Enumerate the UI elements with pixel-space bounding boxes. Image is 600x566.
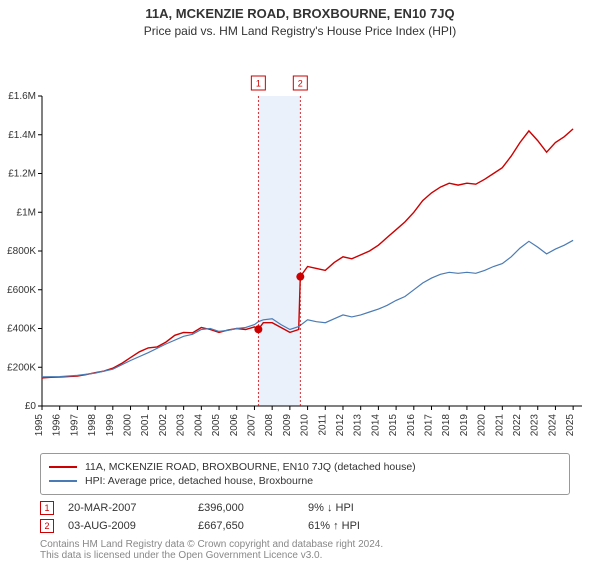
svg-text:2000: 2000 (123, 414, 134, 437)
svg-text:2001: 2001 (140, 414, 151, 437)
svg-text:2016: 2016 (406, 414, 417, 437)
svg-text:2: 2 (298, 79, 303, 89)
svg-text:2019: 2019 (459, 414, 470, 437)
transactions-table: 1 20-MAR-2007 £396,000 9% ↓ HPI 2 03-AUG… (40, 501, 600, 533)
svg-text:2013: 2013 (353, 414, 364, 437)
footer-attribution: Contains HM Land Registry data © Crown c… (40, 539, 570, 561)
legend-row: HPI: Average price, detached house, Brox… (49, 475, 561, 487)
legend: 11A, MCKENZIE ROAD, BROXBOURNE, EN10 7JQ… (40, 453, 570, 495)
svg-text:1996: 1996 (52, 414, 63, 437)
svg-text:2002: 2002 (158, 414, 169, 437)
transaction-date: 03-AUG-2009 (68, 520, 198, 532)
legend-row: 11A, MCKENZIE ROAD, BROXBOURNE, EN10 7JQ… (49, 461, 561, 473)
transaction-marker-2: 2 (40, 519, 54, 533)
svg-text:2010: 2010 (300, 414, 311, 437)
svg-text:1: 1 (256, 79, 261, 89)
svg-text:2025: 2025 (565, 414, 576, 437)
legend-swatch-property (49, 466, 77, 468)
svg-text:2012: 2012 (335, 414, 346, 437)
transaction-price: £396,000 (198, 502, 308, 514)
svg-text:£200K: £200K (7, 362, 36, 373)
svg-text:£1M: £1M (17, 207, 36, 218)
svg-text:2007: 2007 (246, 414, 257, 437)
svg-text:2017: 2017 (424, 414, 435, 437)
svg-text:1997: 1997 (69, 414, 80, 437)
transaction-date: 20-MAR-2007 (68, 502, 198, 514)
svg-text:1999: 1999 (105, 414, 116, 437)
svg-text:£1.6M: £1.6M (8, 91, 36, 102)
svg-text:£800K: £800K (7, 246, 36, 257)
transaction-price: £667,650 (198, 520, 308, 532)
svg-text:2009: 2009 (282, 414, 293, 437)
legend-label: 11A, MCKENZIE ROAD, BROXBOURNE, EN10 7JQ… (85, 461, 416, 473)
svg-text:2022: 2022 (512, 414, 523, 437)
svg-text:2024: 2024 (547, 414, 558, 437)
legend-swatch-hpi (49, 480, 77, 482)
svg-text:2004: 2004 (193, 414, 204, 437)
svg-text:1995: 1995 (34, 414, 45, 437)
page-subtitle: Price paid vs. HM Land Registry's House … (0, 24, 600, 38)
svg-text:2014: 2014 (370, 414, 381, 437)
svg-text:2011: 2011 (317, 414, 328, 436)
legend-label: HPI: Average price, detached house, Brox… (85, 475, 313, 487)
svg-text:£1.4M: £1.4M (8, 130, 36, 141)
svg-text:2023: 2023 (530, 414, 541, 437)
svg-text:2003: 2003 (176, 414, 187, 437)
transaction-delta: 61% ↑ HPI (308, 520, 428, 532)
svg-text:1998: 1998 (87, 414, 98, 437)
transaction-delta: 9% ↓ HPI (308, 502, 428, 514)
svg-text:2005: 2005 (211, 414, 222, 437)
svg-text:£1.2M: £1.2M (8, 169, 36, 180)
svg-text:2018: 2018 (441, 414, 452, 437)
transaction-row: 2 03-AUG-2009 £667,650 61% ↑ HPI (40, 519, 600, 533)
transaction-marker-1: 1 (40, 501, 54, 515)
svg-text:2021: 2021 (494, 414, 505, 437)
page-title: 11A, MCKENZIE ROAD, BROXBOURNE, EN10 7JQ (0, 6, 600, 21)
svg-text:2008: 2008 (264, 414, 275, 437)
transaction-row: 1 20-MAR-2007 £396,000 9% ↓ HPI (40, 501, 600, 515)
svg-text:£0: £0 (25, 401, 37, 412)
svg-text:2015: 2015 (388, 414, 399, 437)
price-chart: £0 £200K £400K £600K £800K £1M £1.2M £1.4M £1.6M… (0, 46, 600, 449)
svg-text:2006: 2006 (229, 414, 240, 437)
svg-text:2020: 2020 (477, 414, 488, 437)
svg-text:£400K: £400K (7, 324, 36, 335)
svg-text:£600K: £600K (7, 285, 36, 296)
